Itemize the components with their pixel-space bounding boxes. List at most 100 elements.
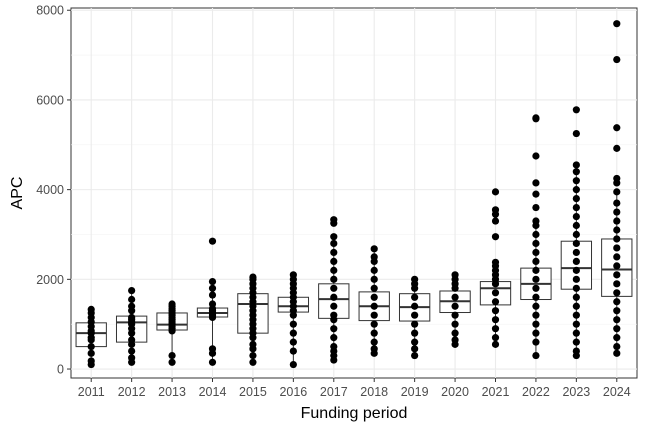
data-point (532, 152, 540, 160)
data-point (208, 237, 217, 245)
data-point (572, 212, 580, 221)
data-point (491, 325, 500, 333)
data-point (330, 239, 338, 248)
point-series (87, 20, 621, 369)
data-point (208, 277, 217, 286)
data-point (572, 161, 580, 169)
data-point (532, 320, 540, 328)
x-tick-label: 2020 (441, 385, 469, 399)
x-tick-label: 2019 (401, 385, 429, 399)
data-point (451, 336, 459, 344)
data-point (330, 216, 338, 224)
data-point (330, 233, 338, 241)
data-point (128, 354, 136, 362)
data-point (532, 179, 540, 187)
data-point (411, 275, 419, 283)
data-point (370, 345, 378, 353)
data-point (572, 230, 580, 239)
data-point (370, 311, 378, 319)
data-point (613, 124, 621, 132)
data-point (451, 329, 459, 337)
data-point (572, 257, 580, 265)
x-tick-label: 2013 (158, 385, 186, 399)
data-point (451, 320, 459, 328)
data-point (330, 266, 338, 274)
data-point (370, 275, 378, 283)
data-point (168, 358, 176, 366)
data-point (330, 257, 338, 265)
data-point (330, 325, 338, 333)
data-point (613, 244, 621, 252)
data-point (128, 347, 136, 355)
data-point (572, 320, 580, 328)
data-point (330, 293, 338, 301)
y-tick-label: 2000 (36, 273, 64, 287)
x-tick-label: 2021 (482, 385, 510, 399)
data-point (451, 271, 459, 279)
data-point (370, 302, 378, 310)
data-point (613, 217, 621, 225)
data-point (532, 329, 540, 337)
data-point (87, 343, 95, 351)
data-point (411, 345, 419, 353)
data-point (168, 300, 176, 308)
data-point (613, 253, 621, 261)
data-point (128, 286, 136, 295)
data-point (289, 320, 297, 328)
data-point (572, 177, 580, 185)
data-point (572, 221, 580, 230)
data-point (289, 271, 297, 279)
data-point (532, 266, 540, 274)
data-point (572, 129, 580, 138)
data-point (572, 248, 580, 257)
data-point (532, 257, 540, 265)
data-point (572, 106, 580, 114)
data-point (613, 174, 621, 183)
data-point (491, 233, 500, 241)
x-tick-label: 2012 (118, 385, 146, 399)
data-point (572, 186, 580, 194)
data-point (532, 284, 540, 292)
data-point (532, 302, 540, 310)
data-point (613, 20, 621, 28)
data-point (532, 311, 540, 319)
data-point (532, 248, 540, 257)
data-point (491, 289, 500, 297)
data-point (451, 293, 459, 301)
data-point (613, 271, 621, 279)
data-point (613, 298, 621, 306)
data-point (289, 329, 297, 337)
data-point (411, 338, 419, 346)
data-point (572, 239, 580, 248)
x-tick-label: 2016 (279, 385, 307, 399)
data-point (613, 316, 621, 324)
data-point (532, 351, 540, 360)
data-point (289, 338, 297, 346)
data-point (330, 284, 338, 292)
data-point (613, 262, 621, 270)
data-point (572, 168, 580, 176)
data-point (411, 351, 419, 360)
data-point (370, 329, 378, 337)
data-point (613, 325, 621, 333)
data-point (289, 347, 297, 355)
data-point (532, 217, 540, 225)
data-point (613, 55, 621, 64)
data-point (370, 338, 378, 346)
data-point (572, 329, 580, 337)
data-point (370, 245, 378, 253)
data-point (613, 289, 621, 297)
y-tick-label: 6000 (36, 93, 64, 107)
data-point (572, 311, 580, 319)
data-point (289, 360, 297, 369)
data-point (532, 293, 540, 301)
data-point (208, 300, 217, 308)
data-point (411, 311, 419, 319)
data-point (613, 349, 621, 357)
data-point (572, 302, 580, 310)
data-point (613, 199, 621, 207)
data-point (330, 248, 338, 257)
x-tick-label: 2023 (562, 385, 590, 399)
x-tick-label: 2024 (603, 385, 631, 399)
data-point (491, 307, 500, 315)
